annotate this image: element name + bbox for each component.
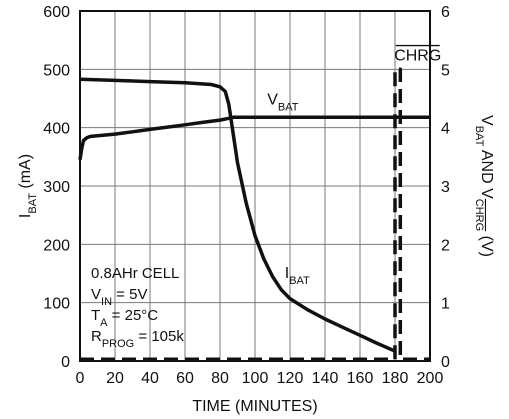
- condition-tail: = 5V: [112, 286, 147, 303]
- x-tick-label: 0: [76, 370, 85, 387]
- y-left-tick-label: 200: [43, 237, 70, 254]
- axis-title-sub: BAT: [473, 126, 485, 147]
- axis-title-part: AND V: [478, 146, 495, 199]
- y-right-tick-label: 0: [441, 354, 450, 371]
- y-left-tick-label: 300: [43, 179, 70, 196]
- left-y-axis: 0 100 200 300 400 500 600: [43, 4, 70, 371]
- x-tick-label: 80: [211, 370, 229, 387]
- axis-title-tail: (mA): [17, 154, 34, 193]
- condition-line: 0.8AHr CELL: [91, 265, 179, 282]
- y-right-tick-label: 3: [441, 179, 450, 196]
- series-label-chrg: CHRG: [394, 48, 441, 65]
- y-left-tick-label: 600: [43, 4, 70, 21]
- right-y-axis: 0 1 2 3 4 5 6: [441, 4, 450, 371]
- y-left-tick-label: 500: [43, 62, 70, 79]
- condition-main: 0.8AHr CELL: [91, 265, 179, 282]
- axis-title-sub-chrg: CHRG: [473, 199, 485, 231]
- condition-sub: A: [100, 317, 108, 329]
- x-tick-label: 100: [242, 370, 269, 387]
- axis-title-main: I: [17, 214, 34, 218]
- series-label-main: V: [267, 91, 278, 108]
- x-axis: 0 20 40 60 80 100 120 140 160 180 200: [76, 370, 444, 387]
- series-group: [78, 67, 430, 362]
- axis-title-part: V: [478, 115, 495, 126]
- condition-tail: = 105k: [134, 328, 184, 345]
- x-tick-label: 60: [176, 370, 194, 387]
- y-right-tick-label: 1: [441, 296, 450, 313]
- series-label-sub: BAT: [289, 275, 310, 287]
- series-label-ibat: IBAT: [285, 265, 310, 287]
- y-left-tick-label: 0: [61, 354, 70, 371]
- plot-frame: [79, 10, 431, 362]
- condition-sub: IN: [101, 296, 112, 308]
- x-tick-label: 180: [382, 370, 409, 387]
- i-bat-series-line: [79, 77, 396, 353]
- condition-line: TA = 25°C: [91, 307, 158, 329]
- condition-main: V: [91, 286, 101, 303]
- y-right-tick-label: 2: [441, 237, 450, 254]
- y-right-tick-label: 4: [441, 121, 450, 138]
- y-left-tick-label: 400: [43, 121, 70, 138]
- x-tick-label: 200: [417, 370, 444, 387]
- y-left-tick-label: 100: [43, 296, 70, 313]
- condition-main: R: [91, 328, 102, 345]
- x-tick-label: 160: [347, 370, 374, 387]
- x-axis-title: TIME (MINUTES): [192, 398, 317, 415]
- right-y-axis-title: VBAT AND VCHRG (V): [473, 115, 495, 257]
- v-bat-series-line: [78, 115, 430, 160]
- condition-main: T: [91, 307, 100, 324]
- axis-titles: TIME (MINUTES)IBAT (mA)VBAT AND VCHRG (V…: [17, 115, 495, 415]
- axis-title-part: (V): [478, 231, 495, 257]
- x-tick-label: 120: [277, 370, 304, 387]
- chrg-series-line: [80, 67, 430, 362]
- x-tick-label: 140: [312, 370, 339, 387]
- y-right-tick-label: 6: [441, 4, 450, 21]
- condition-line: RPROG = 105k: [91, 328, 184, 350]
- x-tick-label: 40: [141, 370, 159, 387]
- series-label-vbat: VBAT: [267, 91, 299, 113]
- series-label-main: I: [285, 265, 289, 282]
- condition-line: VIN = 5V: [91, 286, 147, 308]
- condition-tail: = 25°C: [108, 307, 159, 324]
- series-label-sub: BAT: [278, 101, 299, 113]
- left-y-axis-title: IBAT (mA): [17, 154, 39, 218]
- condition-sub: PROG: [102, 338, 134, 350]
- axis-title-sub: BAT: [27, 193, 39, 214]
- y-right-tick-label: 5: [441, 62, 450, 79]
- x-tick-label: 20: [106, 370, 124, 387]
